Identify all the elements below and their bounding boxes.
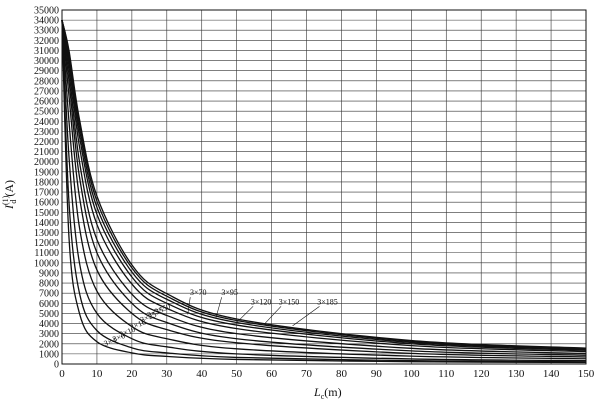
y-tick-label: 4000 <box>39 319 59 330</box>
series-label: 3×70 <box>190 288 207 297</box>
x-tick-label: 140 <box>543 368 560 380</box>
y-tick-label: 14000 <box>34 218 59 229</box>
x-tick-label: 40 <box>196 368 208 380</box>
y-tick-label: 29000 <box>34 66 59 77</box>
y-tick-label: 25000 <box>34 107 59 118</box>
y-tick-label: 16000 <box>34 198 59 209</box>
y-tick-label: 13000 <box>34 228 59 239</box>
grid-lines <box>61 9 587 365</box>
y-tick-label: 3000 <box>39 329 59 340</box>
series-curve-3x16 <box>61 20 587 360</box>
x-axis-symbol: L <box>313 385 321 399</box>
x-tick-label: 110 <box>438 368 455 380</box>
series-label-leader <box>215 297 222 319</box>
y-tick-label: 0 <box>54 360 59 371</box>
y-tick-label: 23000 <box>34 127 59 138</box>
y-axis-title: I(1)d (A) <box>1 180 18 210</box>
series-label: 3×120 <box>251 297 272 306</box>
x-axis-unit: (m) <box>324 385 341 399</box>
plot-frame <box>61 9 587 365</box>
series-curves <box>61 19 587 364</box>
y-tick-label: 18000 <box>34 177 59 188</box>
y-tick-label: 15000 <box>34 208 59 219</box>
series-label: 3×95 <box>221 288 238 297</box>
series-curve-3x95 <box>61 19 587 351</box>
series-label: 3×6 <box>111 331 126 344</box>
y-tick-label: 26000 <box>34 97 59 108</box>
x-tick-label: 100 <box>403 368 420 380</box>
series-label-leader <box>187 297 191 315</box>
y-tick-label: 11000 <box>34 248 59 259</box>
series-label: 3×150 <box>279 297 300 306</box>
x-tick-label: 0 <box>59 368 65 380</box>
y-tick-label: 8000 <box>39 279 59 290</box>
y-axis-unit: (A) <box>2 180 16 197</box>
series-label: 3×4 <box>103 335 118 348</box>
x-tick-label: 50 <box>231 368 243 380</box>
series-label-leader <box>292 306 320 327</box>
x-tick-label: 70 <box>301 368 313 380</box>
y-axis-subscript: d <box>9 200 18 204</box>
y-tick-label: 34000 <box>34 16 59 27</box>
y-tick-label: 7000 <box>39 289 59 300</box>
x-tick-label: 20 <box>126 368 138 380</box>
series-label-leader <box>236 306 254 323</box>
y-tick-label: 21000 <box>34 147 59 158</box>
x-tick-label: 150 <box>578 368 595 380</box>
series-curve-3x185 <box>61 19 587 349</box>
y-tick-label: 32000 <box>34 36 59 47</box>
x-axis-title: Lc(m) <box>313 385 342 401</box>
y-tick-label: 22000 <box>34 137 59 148</box>
series-label: 3×185 <box>317 297 338 306</box>
y-tick-label: 10000 <box>34 258 59 269</box>
y-tick-label: 6000 <box>39 299 59 310</box>
y-tick-label: 35000 <box>34 6 59 17</box>
y-tick-label: 30000 <box>34 56 59 67</box>
y-tick-label: 24000 <box>34 117 59 128</box>
series-curve-3x120 <box>61 19 587 351</box>
series-curve-3x6 <box>61 20 587 363</box>
x-tick-label: 120 <box>473 368 490 380</box>
y-tick-label: 33000 <box>34 26 59 37</box>
y-tick-label: 19000 <box>34 167 59 178</box>
series-label-leader <box>264 306 282 325</box>
y-tick-label: 17000 <box>34 188 59 199</box>
y-tick-label: 28000 <box>34 76 59 87</box>
series-curve-3x4 <box>61 20 587 364</box>
y-tick-label: 31000 <box>34 46 59 57</box>
series-curve-3x10 <box>61 20 587 362</box>
y-axis-superscript: (1) <box>1 195 10 205</box>
y-tick-label: 5000 <box>39 309 59 320</box>
series-curve-3x35 <box>61 20 587 356</box>
y-tick-label: 20000 <box>34 157 59 168</box>
x-tick-label: 80 <box>336 368 348 380</box>
x-tick-label: 90 <box>371 368 383 380</box>
y-tick-label: 1000 <box>39 349 59 360</box>
y-tick-labels: 0100020003000400050006000700080009000100… <box>34 6 59 371</box>
series-curve-3x50 <box>61 20 587 355</box>
x-tick-labels: 0 10 20 30 40 50 60 70 80 90 100 110 120 130 140 150 <box>59 368 595 380</box>
x-tick-label: 10 <box>91 368 103 380</box>
x-tick-label: 30 <box>161 368 173 380</box>
x-axis-subscript: c <box>321 392 325 401</box>
series-curve-3x25 <box>61 20 587 358</box>
y-tick-label: 2000 <box>39 339 59 350</box>
y-tick-label: 12000 <box>34 238 59 249</box>
x-tick-label: 60 <box>266 368 278 380</box>
series-curve-3x70 <box>61 20 587 353</box>
x-tick-label: 130 <box>508 368 525 380</box>
y-tick-label: 9000 <box>39 268 59 279</box>
y-axis-symbol: I <box>2 204 16 210</box>
y-tick-label: 27000 <box>34 86 59 97</box>
